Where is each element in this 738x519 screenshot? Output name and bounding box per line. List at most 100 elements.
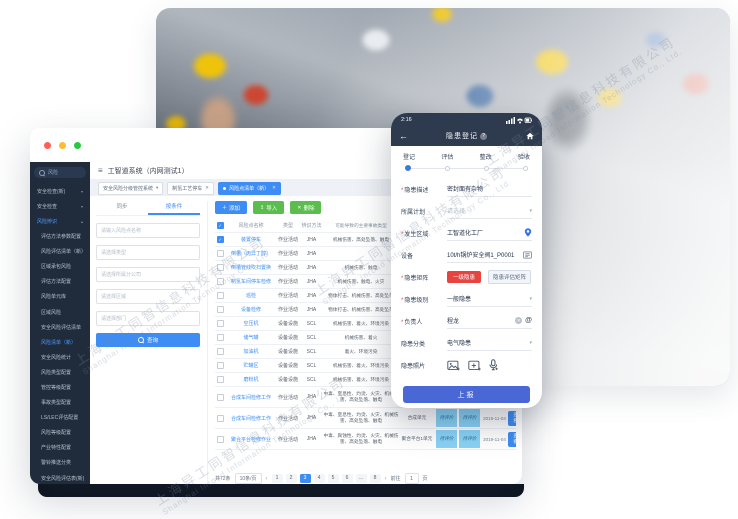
filter-field[interactable]: 请选择区域 <box>96 289 200 304</box>
delete-button[interactable]: ✕ 删除 <box>290 201 322 214</box>
row-checkbox[interactable] <box>217 348 224 355</box>
desc-input[interactable]: 密封面有杂物 <box>447 181 532 197</box>
sidebar-item[interactable]: 风险评估清单（新） <box>41 249 86 256</box>
row-checkbox[interactable] <box>217 376 224 383</box>
row-checkbox[interactable] <box>217 414 224 422</box>
filter-field[interactable]: 请选择部门 <box>96 311 200 326</box>
sidebar-item[interactable]: 安全风险评估表(新) <box>41 475 85 482</box>
filter-tab[interactable]: 同步 <box>116 204 128 210</box>
sidebar-item[interactable]: 警铃推送分类 <box>41 460 72 467</box>
row-checkbox[interactable] <box>217 435 224 443</box>
table-row[interactable]: 聚合平台检修作业 作业活动 JHA 中毒、腐蚀性、灼烫、火灾、机械伤害、高处坠落… <box>215 429 516 450</box>
submit-button[interactable]: 上报 <box>403 386 530 403</box>
risk-point-link[interactable]: 磨粉机 <box>243 377 259 383</box>
device-select-icon[interactable] <box>523 250 532 259</box>
risk-point-link[interactable]: 倒槽管线吹扫置换 <box>230 265 271 271</box>
risk-point-link[interactable]: 合成车间检修工作 <box>230 415 271 422</box>
step-tab[interactable]: 登记 <box>403 155 416 161</box>
risk-point-link[interactable]: 倒槽（丙异丁醇） <box>230 251 271 257</box>
sidebar-item[interactable]: 产业特性配置 <box>41 445 72 452</box>
risk-point-link[interactable]: 装置停车 <box>240 237 261 243</box>
risk-point-link[interactable]: 设备检修 <box>240 307 261 313</box>
select-all-checkbox[interactable] <box>217 222 224 229</box>
help-badge-icon[interactable]: ? <box>480 133 487 140</box>
sidebar-item[interactable]: 风险类型配置 <box>41 369 72 376</box>
risk-point-link[interactable]: 合成车间检修工作 <box>230 394 271 401</box>
sidebar-item[interactable]: LS/LEC评估配置 <box>41 415 79 422</box>
filter-field[interactable]: 请选择类型 <box>96 245 200 260</box>
step-tab[interactable]: 验收 <box>517 155 530 161</box>
sidebar-item[interactable]: 管控等级配置 <box>41 384 72 391</box>
minimize-window-icon[interactable] <box>59 142 66 149</box>
filter-field[interactable]: 请选择所属分公司 <box>96 267 200 282</box>
matrix-evaluate-button[interactable]: 隐患评估矩阵 <box>488 270 532 284</box>
risk-point-link[interactable]: 制氢车间停车检修 <box>230 279 271 285</box>
step-tab[interactable]: 评估 <box>441 155 454 161</box>
row-checkbox[interactable] <box>217 393 224 401</box>
page-number[interactable]: 1 <box>271 474 283 483</box>
row-checkbox[interactable] <box>217 334 224 341</box>
row-checkbox[interactable] <box>217 292 224 299</box>
risk-point-link[interactable]: 储气罐 <box>243 335 259 341</box>
goto-page-input[interactable] <box>404 473 419 484</box>
plan-select[interactable]: 请选择 ▾ <box>447 203 532 219</box>
sidebar-search-input[interactable]: 风险 <box>34 167 86 178</box>
sidebar-group[interactable]: 安全检查(新) ▾ <box>37 189 83 195</box>
row-checkbox[interactable] <box>217 320 224 327</box>
sidebar-group[interactable]: 安全检查 ▾ <box>37 204 83 210</box>
search-button[interactable]: 查询 <box>96 333 200 347</box>
page-number[interactable]: 3 <box>299 474 311 483</box>
close-icon[interactable]: ✕ <box>272 185 276 190</box>
row-checkbox[interactable] <box>217 264 224 271</box>
sidebar-item[interactable]: 评估方法配置 <box>41 279 72 286</box>
next-page-icon[interactable]: › <box>384 475 387 482</box>
clear-icon[interactable]: ✕ <box>515 317 523 324</box>
page-number[interactable]: 8 <box>369 474 381 483</box>
row-checkbox[interactable] <box>217 306 224 313</box>
area-picker[interactable]: 工智道化工厂 <box>447 225 532 241</box>
hamburger-menu-icon[interactable]: ≡ <box>98 166 103 175</box>
add-image-icon[interactable] <box>447 360 460 371</box>
tab-tag[interactable]: 风险点清单（新） ✕ <box>218 181 281 195</box>
table-row[interactable]: 合成车间检修工作 作业活动 JHA 中毒、窒息性、灼烫、火灾、机械伤害、高处坠落… <box>215 408 516 429</box>
import-button[interactable]: ↥ 导入 <box>253 201 285 214</box>
matrix-level-button[interactable]: 一级隐患 <box>447 271 482 283</box>
prev-page-icon[interactable]: ‹ <box>265 475 268 482</box>
back-icon[interactable]: ← <box>399 130 408 141</box>
sidebar-item[interactable]: 事故类型配置 <box>41 400 72 407</box>
step-tab[interactable]: 整改 <box>479 155 492 161</box>
sidebar-item[interactable]: 风险等级配置 <box>41 430 72 437</box>
location-pin-icon[interactable] <box>524 228 532 237</box>
risk-point-link[interactable]: 加油机 <box>243 349 259 355</box>
chevron-down-icon[interactable]: ▾ <box>156 185 159 190</box>
close-window-icon[interactable] <box>44 142 51 149</box>
sidebar-group[interactable]: 风险辨识 ▴ <box>37 219 83 225</box>
close-icon[interactable]: ✕ <box>205 185 210 190</box>
risk-point-link[interactable]: 巡检 <box>245 293 256 299</box>
row-checkbox[interactable] <box>217 278 224 285</box>
sidebar-item[interactable]: 区域风险 <box>41 309 62 316</box>
row-checkbox[interactable] <box>217 250 224 257</box>
risk-point-link[interactable]: 聚合平台检修作业 <box>230 436 271 443</box>
row-checkbox[interactable] <box>217 362 224 369</box>
risk-point-link[interactable]: 空压机 <box>243 321 259 327</box>
per-page-select[interactable]: 10条/页 <box>234 473 262 484</box>
add-audio-mic-icon[interactable] <box>489 359 498 371</box>
page-number[interactable]: 5 <box>327 474 339 483</box>
home-icon[interactable] <box>526 127 534 145</box>
sidebar-item[interactable]: 评估方法参数配置 <box>41 234 82 241</box>
sidebar-item[interactable]: 风险单元库 <box>41 294 67 301</box>
contact-at-icon[interactable]: @ <box>525 317 532 324</box>
filter-tab[interactable]: 按条件 <box>148 201 200 215</box>
row-checkbox[interactable] <box>217 236 224 243</box>
page-number[interactable]: 4 <box>313 474 325 483</box>
view-button[interactable]: 查看 <box>508 431 516 447</box>
add-screenshot-icon[interactable] <box>468 360 481 371</box>
device-picker[interactable]: 10t/h锅炉安全阀1_P0001 <box>447 247 532 263</box>
page-number[interactable]: ... <box>355 474 367 483</box>
sidebar-item[interactable]: 风险清单（新） <box>41 339 77 346</box>
owner-input[interactable]: 程龙 ✕ @ <box>447 313 532 329</box>
tab-tag[interactable]: 安全风险分级管控系统 ▾ <box>98 181 164 195</box>
page-number[interactable]: 2 <box>285 474 297 483</box>
level-select[interactable]: 一般隐患 ▾ <box>447 291 532 307</box>
